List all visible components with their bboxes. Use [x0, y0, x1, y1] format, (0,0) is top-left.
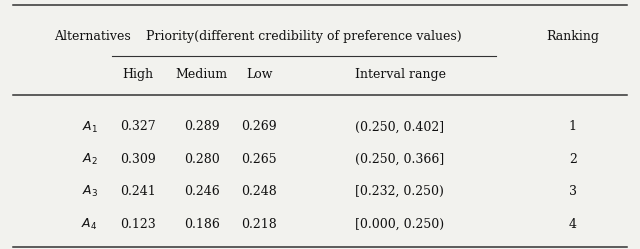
Text: 3: 3 [569, 185, 577, 198]
Text: 0.248: 0.248 [241, 185, 277, 198]
Text: $A_2$: $A_2$ [82, 152, 97, 167]
Text: 0.309: 0.309 [120, 153, 156, 166]
Text: 0.186: 0.186 [184, 218, 220, 231]
Text: Priority(different credibility of preference values): Priority(different credibility of prefer… [146, 30, 462, 43]
Text: 0.123: 0.123 [120, 218, 156, 231]
Text: 0.265: 0.265 [241, 153, 277, 166]
Text: 0.269: 0.269 [241, 121, 277, 133]
Text: [0.000, 0.250): [0.000, 0.250) [355, 218, 444, 231]
Text: 0.241: 0.241 [120, 185, 156, 198]
Text: Ranking: Ranking [547, 30, 599, 43]
Text: 0.218: 0.218 [241, 218, 277, 231]
Text: Interval range: Interval range [355, 68, 446, 81]
Text: $A_3$: $A_3$ [81, 184, 98, 199]
Text: (0.250, 0.366]: (0.250, 0.366] [355, 153, 444, 166]
Text: 0.280: 0.280 [184, 153, 220, 166]
Text: 1: 1 [569, 121, 577, 133]
Text: $A_1$: $A_1$ [82, 120, 97, 134]
Text: 0.246: 0.246 [184, 185, 220, 198]
Text: (0.250, 0.402]: (0.250, 0.402] [355, 121, 444, 133]
Text: 0.289: 0.289 [184, 121, 220, 133]
Text: [0.232, 0.250): [0.232, 0.250) [355, 185, 444, 198]
Text: Low: Low [246, 68, 273, 81]
Text: 0.327: 0.327 [120, 121, 156, 133]
Text: $A_4$: $A_4$ [81, 217, 98, 232]
Text: 2: 2 [569, 153, 577, 166]
Text: Alternatives: Alternatives [54, 30, 131, 43]
Text: High: High [122, 68, 153, 81]
Text: 4: 4 [569, 218, 577, 231]
Text: Medium: Medium [175, 68, 228, 81]
